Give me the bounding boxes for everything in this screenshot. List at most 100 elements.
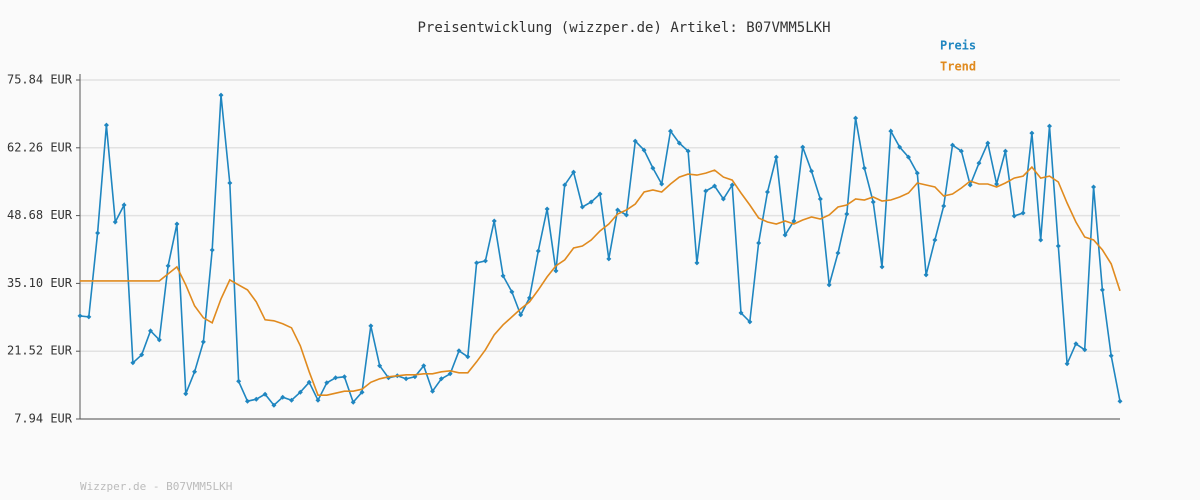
point	[1011, 213, 1017, 219]
point	[192, 369, 198, 375]
point	[482, 258, 488, 264]
point	[562, 182, 568, 188]
point	[985, 140, 991, 146]
point	[606, 256, 612, 262]
point	[156, 337, 162, 343]
point	[976, 160, 982, 166]
point	[729, 182, 735, 188]
point	[491, 218, 497, 224]
point	[668, 128, 674, 134]
point	[958, 148, 964, 154]
point	[861, 165, 867, 171]
footer: Wizzper.de - B07VMM5LKH	[80, 480, 232, 493]
series-line	[80, 165, 1121, 396]
point	[474, 260, 480, 266]
legend-label: Preis	[940, 39, 976, 53]
point	[341, 374, 347, 380]
point	[800, 144, 806, 150]
point	[165, 263, 171, 269]
point	[888, 128, 894, 134]
point	[103, 122, 109, 128]
point	[967, 182, 973, 188]
y-tick-label: 75.84 EUR	[7, 73, 73, 87]
point	[650, 165, 656, 171]
point	[870, 199, 876, 205]
point	[174, 221, 180, 227]
point	[632, 138, 638, 144]
point	[227, 180, 233, 186]
point	[315, 397, 321, 403]
y-tick-label: 62.26 EUR	[7, 140, 73, 154]
point	[148, 328, 154, 334]
point	[244, 398, 250, 404]
chart-title: Preisentwicklung (wizzper.de) Artikel: B…	[417, 20, 830, 36]
point	[306, 379, 312, 385]
point	[712, 183, 718, 189]
y-tick-label: 21.52 EUR	[7, 344, 73, 358]
point	[518, 312, 524, 318]
point	[509, 289, 515, 295]
point	[1038, 237, 1044, 243]
point	[897, 144, 903, 150]
point	[1064, 361, 1070, 367]
point	[641, 147, 647, 153]
point	[994, 181, 1000, 187]
point	[817, 196, 823, 202]
point	[86, 314, 92, 320]
point	[773, 154, 779, 160]
point	[130, 360, 136, 366]
point	[262, 391, 268, 397]
point	[747, 319, 753, 325]
point	[1020, 210, 1026, 216]
point	[438, 376, 444, 382]
point	[1082, 347, 1088, 353]
point	[1091, 184, 1097, 190]
point	[571, 169, 577, 175]
point	[447, 371, 453, 377]
point	[236, 378, 242, 384]
y-tick-label: 7.94 EUR	[14, 412, 73, 426]
point	[764, 189, 770, 195]
point	[720, 196, 726, 202]
point	[738, 310, 744, 316]
point	[209, 247, 215, 253]
point	[914, 170, 920, 176]
point	[676, 140, 682, 146]
point	[588, 199, 594, 205]
point	[791, 218, 797, 224]
point	[297, 389, 303, 395]
point	[579, 204, 585, 210]
point	[350, 399, 356, 405]
point	[853, 115, 859, 121]
point	[377, 363, 383, 369]
point	[271, 402, 277, 408]
point	[333, 375, 339, 381]
point	[121, 202, 127, 208]
point	[500, 273, 506, 279]
point	[809, 168, 815, 174]
point	[359, 389, 365, 395]
point	[368, 323, 374, 329]
point	[289, 397, 295, 403]
point	[112, 219, 118, 225]
point	[403, 376, 409, 382]
point	[879, 264, 885, 270]
point	[844, 211, 850, 217]
point	[623, 212, 629, 218]
point	[1108, 353, 1114, 359]
point	[1055, 243, 1061, 249]
point	[782, 232, 788, 238]
point	[200, 339, 206, 345]
point	[77, 313, 83, 319]
point	[456, 348, 462, 354]
legend-label: Trend	[940, 60, 976, 74]
point	[659, 181, 665, 187]
point	[1002, 148, 1008, 154]
point	[703, 188, 709, 194]
point	[941, 203, 947, 209]
point	[756, 240, 762, 246]
point	[905, 154, 911, 160]
